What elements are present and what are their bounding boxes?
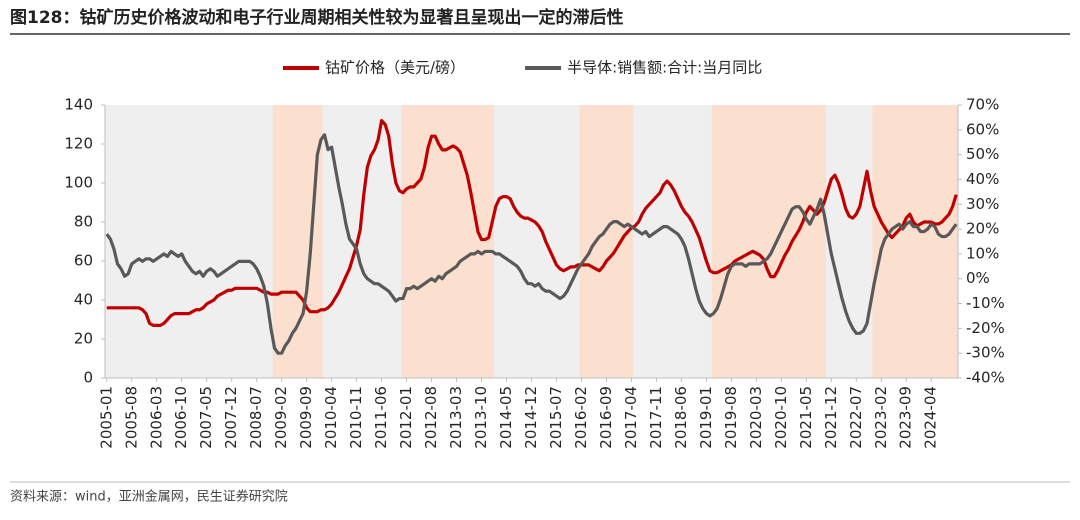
x-tick-label: 2020-03 bbox=[747, 386, 765, 449]
x-tick-label: 2009-09 bbox=[297, 386, 315, 449]
source-note: 资料来源：wind，亚洲金属网，民生证券研究院 bbox=[10, 489, 288, 505]
highlight-period bbox=[401, 105, 495, 378]
legend-label: 半导体:销售额:合计:当月同比 bbox=[567, 59, 762, 77]
x-tick-label: 2017-11 bbox=[647, 386, 665, 449]
y-tick-label: 140 bbox=[64, 96, 93, 114]
y2-tick-label: -30% bbox=[966, 344, 1005, 362]
y2-tick-label: -40% bbox=[966, 369, 1005, 387]
highlight-period bbox=[711, 105, 826, 378]
x-tick-label: 2014-05 bbox=[497, 386, 515, 449]
x-tick-label: 2008-07 bbox=[247, 386, 265, 449]
x-tick-label: 2017-04 bbox=[622, 386, 640, 449]
y2-tick-label: -10% bbox=[966, 294, 1005, 312]
y-tick-label: 20 bbox=[74, 330, 93, 348]
x-tick-label: 2016-09 bbox=[597, 386, 615, 449]
highlight-period bbox=[272, 105, 323, 378]
y2-tick-label: 70% bbox=[966, 96, 999, 114]
x-tick-label: 2011-06 bbox=[372, 386, 390, 449]
series-line bbox=[105, 133, 958, 355]
x-tick-label: 2013-03 bbox=[447, 386, 465, 449]
x-tick-label: 2007-12 bbox=[222, 386, 240, 449]
x-tick-label: 2005-01 bbox=[97, 386, 115, 449]
x-tick-label: 2006-10 bbox=[172, 386, 190, 449]
y2-tick-label: 20% bbox=[966, 220, 999, 238]
x-tick-label: 2005-08 bbox=[122, 386, 140, 449]
x-tick-label: 2007-05 bbox=[197, 386, 215, 449]
x-tick-label: 2022-07 bbox=[847, 386, 865, 449]
highlight-period bbox=[579, 105, 634, 378]
y2-tick-label: 10% bbox=[966, 244, 999, 262]
x-tick-label: 2006-03 bbox=[147, 386, 165, 449]
y2-tick-label: 30% bbox=[966, 195, 999, 213]
legend-label: 钴矿价格（美元/磅） bbox=[325, 59, 465, 77]
y2-tick-label: 40% bbox=[966, 170, 999, 188]
x-tick-label: 2019-01 bbox=[697, 386, 715, 449]
x-tick-label: 2021-12 bbox=[822, 386, 840, 449]
chart-title: 图128：钴矿历史价格波动和电子行业周期相关性较为显著且呈现出一定的滞后性 bbox=[10, 7, 623, 28]
x-tick-label: 2010-11 bbox=[347, 386, 365, 449]
x-tick-label: 2016-02 bbox=[572, 386, 590, 449]
y-tick-label: 120 bbox=[64, 135, 93, 153]
y-tick-label: 40 bbox=[74, 291, 93, 309]
x-tick-label: 2023-02 bbox=[872, 386, 890, 449]
x-tick-label: 2009-02 bbox=[272, 386, 290, 449]
y-tick-label: 100 bbox=[64, 174, 93, 192]
y2-tick-label: 0% bbox=[966, 269, 990, 287]
x-tick-label: 2014-12 bbox=[522, 386, 540, 449]
y-tick-label: 0 bbox=[83, 369, 93, 387]
x-tick-label: 2023-09 bbox=[897, 386, 915, 449]
x-tick-label: 2012-08 bbox=[422, 386, 440, 449]
highlight-period bbox=[872, 105, 958, 378]
x-tick-label: 2021-05 bbox=[797, 386, 815, 449]
y2-tick-label: 50% bbox=[966, 145, 999, 163]
y2-tick-label: -20% bbox=[966, 319, 1005, 337]
x-tick-label: 2012-01 bbox=[397, 386, 415, 449]
y-tick-label: 80 bbox=[74, 213, 93, 231]
x-tick-label: 2018-06 bbox=[672, 386, 690, 449]
x-tick-label: 2013-10 bbox=[472, 386, 490, 449]
x-tick-label: 2020-10 bbox=[772, 386, 790, 449]
y2-tick-label: 60% bbox=[966, 120, 999, 138]
x-tick-label: 2015-07 bbox=[547, 386, 565, 449]
x-tick-label: 2010-04 bbox=[322, 386, 340, 449]
x-tick-label: 2024-04 bbox=[922, 386, 940, 449]
y-tick-label: 60 bbox=[74, 252, 93, 270]
x-tick-label: 2019-08 bbox=[722, 386, 740, 449]
